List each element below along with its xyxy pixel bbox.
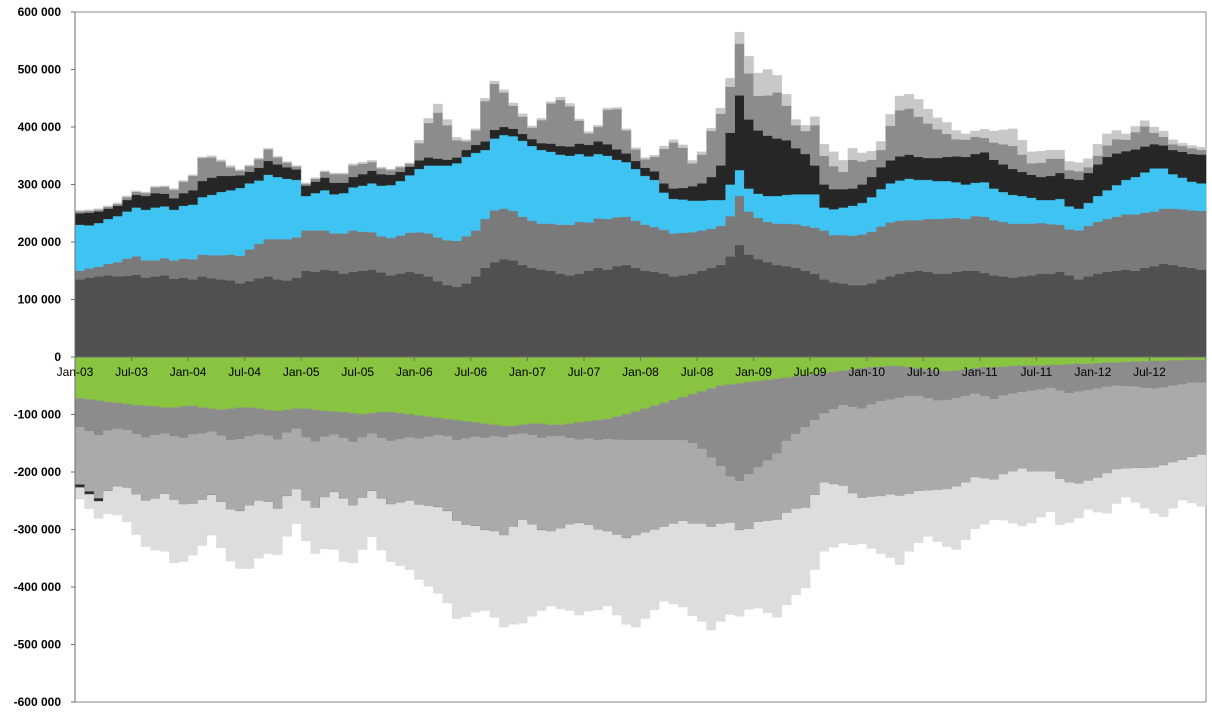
y-tick-label: 300 000 (18, 178, 62, 192)
x-tick-label: Jan-06 (396, 365, 433, 379)
x-tick-label: Jul-07 (568, 365, 601, 379)
positive-series-group (74, 31, 1207, 358)
x-tick-label: Jan-12 (1075, 365, 1112, 379)
y-tick-label: -300 000 (14, 523, 62, 537)
x-tick-label: Jan-05 (283, 365, 320, 379)
x-tick-label: Jan-04 (170, 365, 207, 379)
y-tick-label: 600 000 (18, 5, 62, 19)
x-tick-label: Jul-04 (228, 365, 261, 379)
y-tick-label: 200 000 (18, 235, 62, 249)
x-tick-label: Jan-11 (962, 365, 998, 379)
x-tick-label: Jul-08 (681, 365, 714, 379)
negative-series-group (74, 356, 1207, 631)
x-tick-label: Jul-09 (794, 365, 827, 379)
y-tick-label: -600 000 (14, 695, 62, 709)
y-tick-label: -500 000 (14, 638, 62, 652)
x-tick-label: Jan-07 (509, 365, 546, 379)
x-tick-label: Jan-09 (735, 365, 772, 379)
y-tick-label: 400 000 (18, 120, 62, 134)
x-tick-label: Jul-06 (455, 365, 488, 379)
axes (71, 11, 1207, 703)
y-axis-tick-labels: 600 000 500 000 400 000 300 000 200 000 100 0… (14, 5, 62, 709)
y-tick-label: -400 000 (14, 580, 62, 594)
y-tick-label: 100 000 (18, 293, 62, 307)
x-tick-label: Jan-03 (57, 365, 94, 379)
positive-series-6 (74, 31, 1207, 212)
x-axis-tick-labels: Jan-03 Jul-03 Jan-04 Jul-04 Jan-05 Jul-05 Jan-… (57, 365, 1166, 379)
x-tick-label: Jul-12 (1133, 365, 1166, 379)
negative-series-5 (74, 454, 1207, 631)
x-tick-label: Jul-03 (115, 365, 148, 379)
x-tick-label: Jan-08 (622, 365, 659, 379)
x-tick-label: Jul-05 (341, 365, 374, 379)
x-tick-label: Jul-11 (1020, 365, 1052, 379)
x-tick-label: Jul-10 (907, 365, 940, 379)
y-tick-label: 500 000 (18, 63, 62, 77)
y-tick-label: -200 000 (14, 465, 62, 479)
x-tick-label: Jan-10 (848, 365, 885, 379)
y-tick-label: -100 000 (14, 408, 62, 422)
y-tick-label: 0 (54, 350, 61, 364)
